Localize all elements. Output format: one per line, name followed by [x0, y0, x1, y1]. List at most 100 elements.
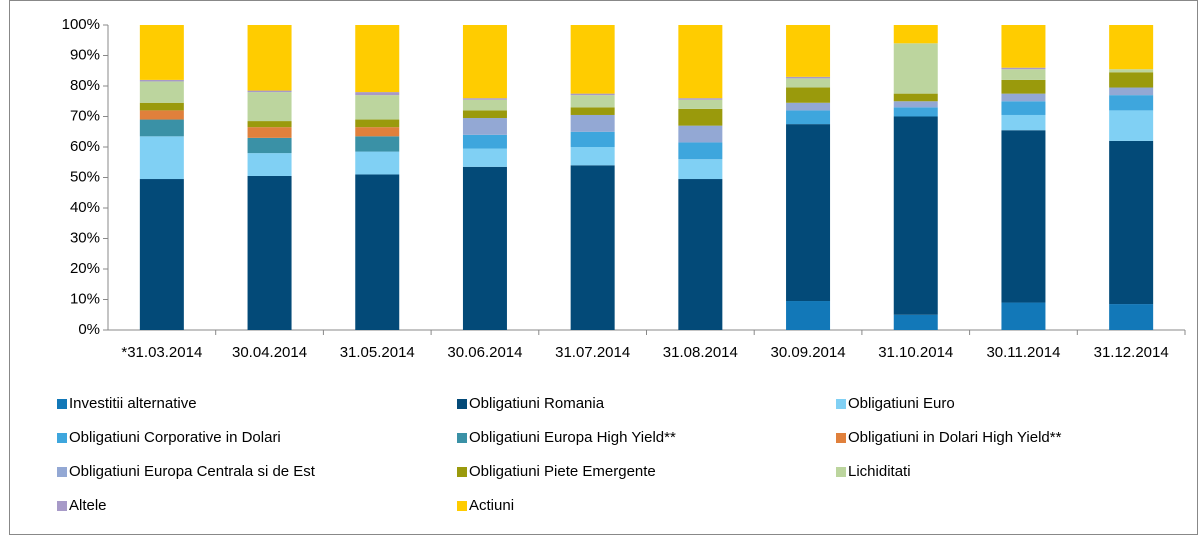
legend-swatch — [836, 467, 846, 477]
bar-segment — [1001, 101, 1046, 115]
x-tick-label: *31.03.2014 — [121, 344, 202, 361]
bar-segment — [786, 25, 831, 77]
bar-segment — [678, 98, 723, 100]
bar-segment — [139, 110, 184, 120]
legend-swatch — [57, 433, 67, 443]
y-tick-label: 0% — [78, 321, 100, 338]
bar-segment — [247, 90, 292, 93]
bar-segment — [139, 179, 184, 330]
bar-segment — [678, 159, 723, 180]
bar-segment — [247, 137, 292, 154]
bar-segment — [1109, 25, 1154, 70]
bar-segment — [139, 79, 184, 82]
y-tick-label: 100% — [62, 16, 100, 33]
bar-segment — [678, 25, 723, 99]
bar-segment — [1001, 67, 1046, 70]
legend-label: Obligatiuni Romania — [469, 395, 605, 412]
bar-segment — [678, 125, 723, 143]
bar-segment — [462, 148, 507, 167]
bar-segment — [247, 175, 292, 330]
x-tick-label: 31.10.2014 — [878, 344, 953, 361]
bar-segment — [786, 102, 831, 111]
bar-segment — [893, 314, 938, 330]
bar-segment — [678, 108, 723, 126]
bar-segment — [570, 114, 615, 132]
bar-segment — [355, 136, 400, 152]
bar-segment — [786, 110, 831, 125]
y-tick-label: 50% — [70, 168, 100, 185]
bar-segment — [786, 78, 831, 88]
bar-segment — [462, 110, 507, 119]
bar-segment — [139, 102, 184, 111]
bar-segment — [139, 81, 184, 103]
y-tick-label: 90% — [70, 46, 100, 63]
bar-segment — [1001, 69, 1046, 80]
bar-segment — [1109, 304, 1154, 330]
bar-segment — [355, 95, 400, 120]
bar-segment — [1001, 93, 1046, 102]
legend-label: Lichiditati — [848, 463, 911, 480]
bar-segment — [1109, 69, 1154, 73]
legend-swatch — [457, 501, 467, 511]
legend-label: Obligatiuni Euro — [848, 395, 955, 412]
bar-segment — [570, 147, 615, 166]
legend-label: Obligatiuni in Dolari High Yield** — [848, 429, 1062, 446]
legend-label: Obligatiuni Corporative in Dolari — [69, 429, 281, 446]
legend-swatch — [57, 467, 67, 477]
bar-segment — [893, 93, 938, 102]
x-tick-label: 30.04.2014 — [232, 344, 307, 361]
x-tick-label: 31.12.2014 — [1094, 344, 1169, 361]
bar-segment — [462, 25, 507, 99]
bar-segment — [786, 87, 831, 103]
legend-swatch — [457, 467, 467, 477]
y-tick-label: 20% — [70, 260, 100, 277]
bar-segment — [355, 119, 400, 128]
y-tick-label: 80% — [70, 77, 100, 94]
y-tick-label: 40% — [70, 199, 100, 216]
legend-label: Investitii alternative — [69, 395, 197, 412]
bar-segment — [355, 92, 400, 96]
legend-label: Obligatiuni Europa Centrala si de Est — [69, 463, 316, 480]
bar-segment — [570, 131, 615, 147]
bar-segment — [570, 95, 615, 108]
bar-segment — [786, 76, 831, 79]
bar-segment — [893, 43, 938, 94]
bar-segment — [893, 25, 938, 44]
bar-segment — [247, 121, 292, 128]
bar-segment — [1001, 114, 1046, 131]
bar-segment — [247, 25, 292, 91]
bar-segment — [355, 127, 400, 137]
y-tick-label: 30% — [70, 229, 100, 246]
bar-segment — [139, 119, 184, 137]
bar-segment — [678, 179, 723, 330]
x-tick-label: 30.11.2014 — [986, 344, 1060, 361]
bar-segment — [570, 165, 615, 330]
bar-segment — [355, 174, 400, 330]
x-tick-label: 30.09.2014 — [771, 344, 846, 361]
x-tick-label: 30.06.2014 — [447, 344, 522, 361]
bar-segment — [462, 99, 507, 111]
bar-segment — [139, 136, 184, 180]
bar-segment — [786, 124, 831, 302]
bar-segment — [678, 99, 723, 109]
x-tick-label: 31.07.2014 — [555, 344, 630, 361]
x-tick-label: 31.05.2014 — [340, 344, 415, 361]
bar-segment — [678, 142, 723, 160]
y-tick-label: 70% — [70, 107, 100, 124]
bar-segment — [247, 153, 292, 176]
bar-segment — [1109, 110, 1154, 141]
bar-segment — [1109, 87, 1154, 96]
legend-swatch — [457, 433, 467, 443]
bar-segment — [570, 107, 615, 115]
bar-segment — [462, 98, 507, 100]
legend-label: Obligatiuni Europa High Yield** — [469, 429, 676, 446]
legend-swatch — [57, 501, 67, 511]
legend-swatch — [836, 399, 846, 409]
legend-label: Obligatiuni Piete Emergente — [469, 463, 656, 480]
bar-segment — [893, 101, 938, 108]
bar-segment — [786, 301, 831, 330]
bar-segment — [462, 166, 507, 330]
legend-label: Altele — [69, 497, 107, 514]
bar-segment — [462, 134, 507, 149]
